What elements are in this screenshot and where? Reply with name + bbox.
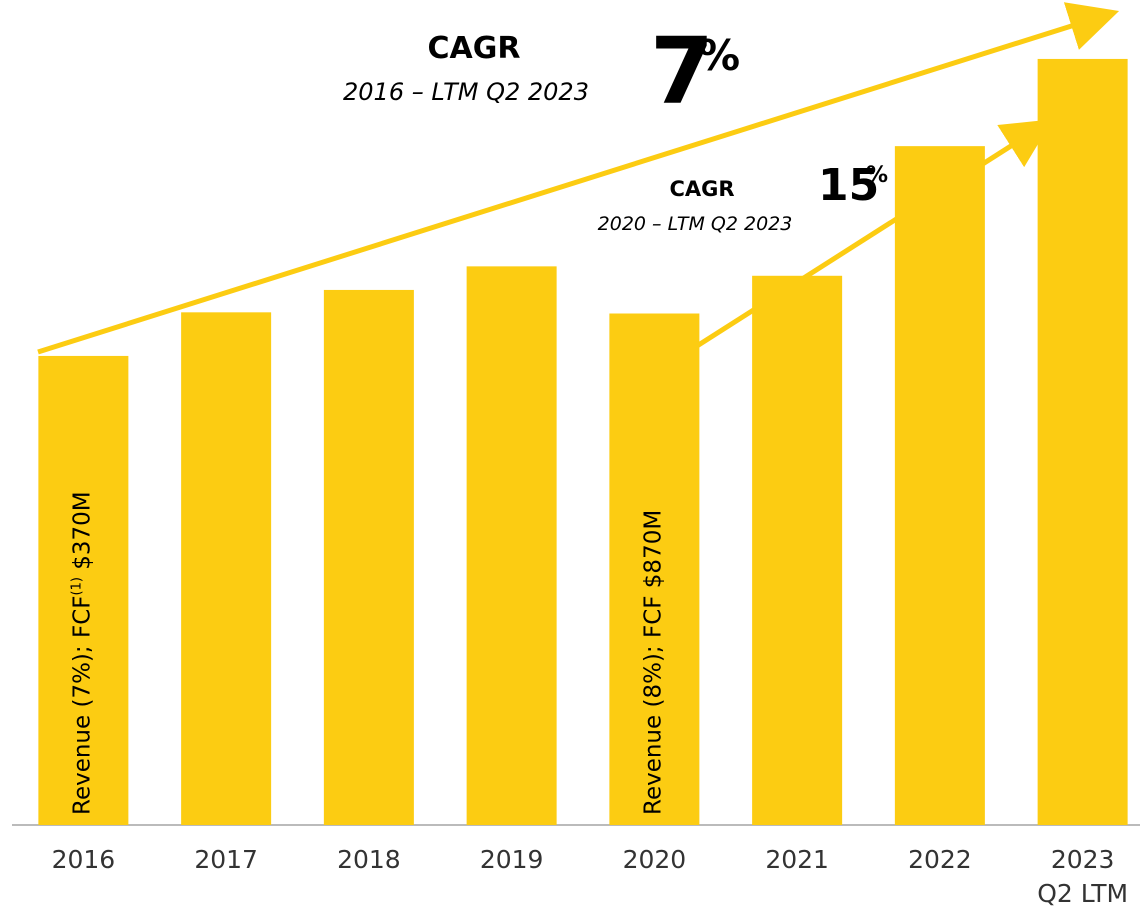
- cagr-label: CAGR: [428, 31, 521, 66]
- bar-label-part: Revenue (8%); FCF $870M: [640, 510, 666, 815]
- cagr-value: 7: [650, 18, 714, 125]
- cagr-value: 15: [818, 160, 879, 211]
- bar: [38, 355, 129, 825]
- bar-label: Revenue (8%); FCF $870M: [640, 510, 666, 815]
- trend-arrow: [37, 2, 1120, 355]
- bar: [609, 313, 700, 825]
- cagr-period: 2020 – LTM Q2 2023: [598, 213, 793, 235]
- cagr-period: 2016 – LTM Q2 2023: [343, 78, 589, 106]
- x-tick-label: 2017: [194, 845, 258, 874]
- x-tick-label: 2018: [337, 845, 401, 874]
- cagr-unit: %: [866, 163, 888, 188]
- x-tick-label: 2016: [51, 845, 116, 874]
- cagr-unit: %: [698, 31, 740, 80]
- bar: [323, 289, 414, 825]
- cagr-label: CAGR: [669, 177, 734, 201]
- bar: [1037, 58, 1128, 825]
- x-tick-label: 2019: [479, 845, 544, 874]
- bar: [181, 312, 272, 826]
- bar: [894, 146, 985, 826]
- bar-label-part: $370M: [69, 491, 95, 577]
- x-tick-label: 2020: [622, 845, 687, 874]
- x-tick-label: 2023 Q2 LTM: [1037, 845, 1129, 908]
- superscript: (1): [69, 577, 84, 595]
- bar-label-part: Revenue (7%); FCF: [69, 596, 95, 816]
- x-tick-label: 2021: [765, 845, 829, 874]
- x-tick-label: 2022: [908, 845, 972, 874]
- bar: [752, 275, 843, 825]
- bar-label: Revenue (7%); FCF(1) $370M: [69, 491, 95, 815]
- bar: [466, 266, 557, 825]
